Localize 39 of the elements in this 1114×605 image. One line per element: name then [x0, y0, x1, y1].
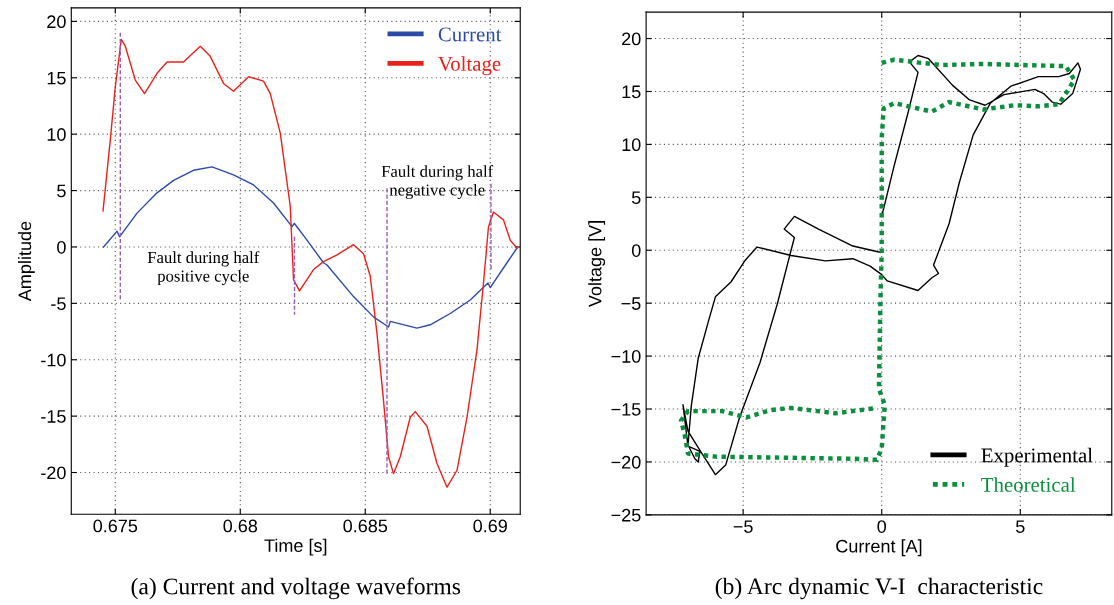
- legend-label: Voltage: [438, 56, 501, 76]
- annotation: Fault during half negative cycle: [381, 165, 494, 200]
- text: (b) Arc dynamic V-I characteristic: [715, 577, 1043, 600]
- y-tick-label: 5: [57, 184, 66, 198]
- y-tick-label: -10: [41, 353, 66, 367]
- x-tick-label: 5: [1016, 520, 1025, 533]
- x-tick-label: 0.685: [343, 519, 388, 533]
- y-axis-title: Amplitude: [17, 221, 35, 302]
- y-tick-label: −25: [611, 508, 641, 522]
- y-tick-label: 15: [622, 85, 641, 99]
- x-tick-label: 0: [877, 520, 887, 533]
- y-tick-label: 20: [622, 32, 641, 46]
- y-tick-label: 0: [631, 244, 641, 257]
- y-tick-label: 5: [631, 191, 641, 205]
- y-tick-label: −10: [611, 350, 641, 363]
- y-tick-label: 0: [57, 240, 66, 254]
- y-tick-label: 15: [47, 71, 66, 85]
- x-axis-title: Current [A]: [836, 539, 922, 557]
- legend-label: Theoretical: [981, 477, 1076, 492]
- text: (a) Current and voltage waveforms: [131, 577, 461, 600]
- x-tick-label: −5: [733, 520, 753, 533]
- y-tick-label: 10: [622, 138, 641, 152]
- y-tick-label: −15: [611, 403, 641, 416]
- y-tick-label: −5: [621, 297, 641, 310]
- y-tick-label: −20: [611, 455, 641, 469]
- x-axis-title: Time [s]: [264, 538, 327, 556]
- y-tick-label: 20: [47, 15, 66, 29]
- x-tick-label: 0.69: [473, 519, 507, 533]
- y-tick-label: 10: [47, 128, 66, 141]
- legend-label: Experimental: [981, 447, 1093, 467]
- annotation: Fault during half positive cycle: [147, 251, 260, 286]
- y-axis-title: Voltage [V]: [588, 221, 606, 308]
- legend-label: Current: [438, 27, 502, 42]
- y-tick-label: -5: [51, 297, 66, 311]
- y-tick-label: -20: [41, 466, 66, 480]
- x-tick-label: 0.675: [93, 519, 138, 533]
- x-tick-label: 0.68: [223, 519, 258, 533]
- y-tick-label: -15: [41, 410, 66, 423]
- line-series: [102, 166, 518, 329]
